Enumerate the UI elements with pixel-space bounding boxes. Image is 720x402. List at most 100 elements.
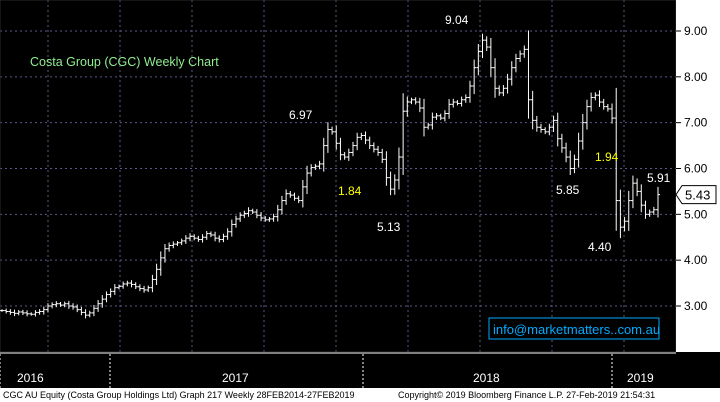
ohlc-bar bbox=[367, 136, 372, 149]
ohlc-bar bbox=[422, 98, 427, 137]
ohlc-bar bbox=[16, 310, 21, 316]
ohlc-bar bbox=[317, 160, 322, 170]
ohlc-bar bbox=[233, 215, 238, 228]
ohlc-bar bbox=[83, 309, 88, 319]
footer-bar bbox=[0, 388, 720, 402]
annotation-184: 1.84 bbox=[338, 184, 362, 198]
ohlc-bar bbox=[359, 132, 364, 141]
ohlc-bar bbox=[434, 113, 439, 120]
ohlc-bar bbox=[188, 233, 193, 242]
ohlc-bar bbox=[346, 148, 351, 161]
ohlc-bar bbox=[321, 137, 326, 172]
annotation-585: 5.85 bbox=[556, 183, 580, 197]
ohlc-bar bbox=[221, 233, 226, 243]
ohlc-bar bbox=[614, 87, 619, 231]
ohlc-bar bbox=[183, 235, 188, 244]
ohlc-bar bbox=[196, 235, 201, 242]
footer-left-text: CGC AU Equity (Costa Group Holdings Ltd)… bbox=[3, 390, 355, 400]
ohlc-bar bbox=[33, 310, 38, 317]
ohlc-bar bbox=[589, 92, 594, 112]
y-tick-label: 4.00 bbox=[684, 253, 708, 267]
ohlc-bar bbox=[467, 80, 472, 103]
annotation-591: 5.91 bbox=[647, 171, 671, 185]
ohlc-bar bbox=[484, 36, 489, 51]
ohlc-bar bbox=[275, 204, 280, 222]
price-bars bbox=[0, 30, 660, 319]
ohlc-bar bbox=[325, 122, 330, 153]
ohlc-bar bbox=[217, 235, 222, 243]
ohlc-bar bbox=[62, 301, 67, 308]
ohlc-bar bbox=[309, 164, 314, 177]
ohlc-bar bbox=[79, 306, 84, 316]
last-price-marker: 5.43 bbox=[675, 185, 717, 205]
ohlc-bar bbox=[87, 310, 92, 318]
ohlc-bar bbox=[526, 30, 531, 119]
ohlc-bar bbox=[246, 207, 251, 217]
ohlc-bar bbox=[635, 178, 640, 197]
ohlc-bar bbox=[150, 274, 155, 293]
ohlc-bar bbox=[639, 184, 644, 213]
ohlc-bar bbox=[355, 132, 360, 151]
ohlc-bar bbox=[225, 228, 230, 240]
ohlc-bar bbox=[618, 189, 623, 239]
y-tick-label: 9.00 bbox=[684, 24, 708, 38]
ohlc-bar bbox=[513, 53, 518, 73]
ohlc-bar bbox=[442, 110, 447, 122]
ohlc-bar bbox=[334, 125, 339, 150]
ohlc-bar bbox=[459, 96, 464, 107]
ohlc-bar bbox=[626, 190, 631, 231]
ohlc-bar bbox=[45, 303, 50, 313]
ohlc-bar bbox=[338, 137, 343, 161]
ohlc-bar bbox=[555, 112, 560, 147]
ohlc-bar bbox=[564, 142, 569, 163]
ohlc-bar bbox=[376, 145, 381, 156]
ohlc-bar bbox=[175, 240, 180, 246]
ohlc-bar bbox=[409, 97, 414, 105]
ohlc-bar bbox=[171, 241, 176, 249]
ohlc-bar bbox=[651, 206, 656, 215]
ohlc-bar bbox=[384, 151, 389, 186]
ohlc-bar bbox=[154, 263, 159, 285]
ohlc-bar bbox=[133, 282, 138, 290]
annotation-high-904: 9.04 bbox=[445, 13, 469, 27]
ohlc-bar bbox=[300, 179, 305, 208]
ohlc-bar bbox=[305, 165, 310, 195]
y-tick-label: 6.00 bbox=[684, 162, 708, 176]
ohlc-bar bbox=[238, 212, 243, 222]
ohlc-bar bbox=[37, 309, 42, 315]
ohlc-bar bbox=[12, 309, 17, 317]
ohlc-bar bbox=[656, 186, 660, 218]
ohlc-bar bbox=[380, 148, 385, 164]
ohlc-bar bbox=[438, 113, 443, 121]
ohlc-bar bbox=[576, 132, 581, 168]
ohlc-bar bbox=[121, 281, 126, 289]
ohlc-bar bbox=[313, 163, 318, 170]
ohlc-bar bbox=[50, 302, 55, 309]
y-axis-ticks: 3.00 4.00 5.00 6.00 7.00 8.00 9.00 bbox=[676, 24, 708, 313]
ohlc-bar bbox=[580, 114, 585, 150]
ohlc-bar bbox=[505, 73, 510, 94]
ohlc-bar bbox=[371, 142, 376, 153]
ohlc-bar bbox=[572, 154, 577, 174]
last-price-box bbox=[675, 185, 717, 205]
ohlc-bar bbox=[158, 251, 163, 276]
ohlc-bar bbox=[447, 99, 452, 119]
x-label-2019: 2019 bbox=[627, 371, 654, 385]
ohlc-bar bbox=[630, 175, 635, 209]
ohlc-bar bbox=[259, 212, 264, 222]
ohlc-bar bbox=[597, 90, 602, 107]
ohlc-bar bbox=[392, 174, 397, 195]
ohlc-bar bbox=[463, 94, 468, 103]
ohlc-bar bbox=[363, 131, 368, 145]
contact-text: info@marketmatters..com.au bbox=[493, 322, 660, 337]
ohlc-bar bbox=[430, 112, 435, 130]
ohlc-bar bbox=[534, 115, 539, 132]
ohlc-bar bbox=[547, 123, 552, 136]
ohlc-bar bbox=[20, 309, 25, 316]
annotation-513: 5.13 bbox=[377, 220, 401, 234]
ohlc-bar bbox=[213, 231, 218, 242]
ohlc-bar bbox=[522, 45, 527, 58]
ohlc-bar bbox=[501, 85, 506, 97]
